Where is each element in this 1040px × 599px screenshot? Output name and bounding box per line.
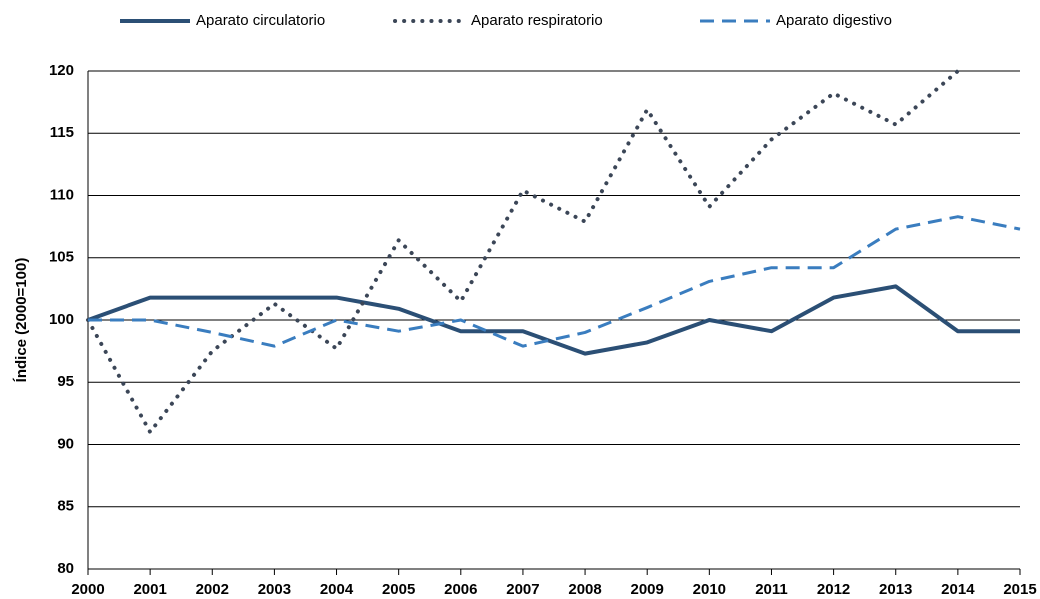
y-axis-label: Índice (2000=100) [13, 258, 30, 383]
x-tick-label: 2010 [693, 581, 726, 598]
y-tick-label: 105 [49, 249, 74, 266]
legend-label: Aparato digestivo [776, 12, 892, 29]
x-tick-label: 2014 [941, 581, 975, 598]
x-tick-label: 2008 [568, 581, 601, 598]
x-tick-label: 2001 [133, 581, 166, 598]
series-line [86, 69, 960, 435]
x-tick-label: 2003 [258, 581, 291, 598]
y-tick-label: 85 [57, 498, 74, 515]
x-tick-label: 2011 [755, 581, 788, 598]
x-tick-label: 2013 [879, 581, 912, 598]
x-tick-label: 2002 [196, 581, 229, 598]
series-line [87, 284, 1020, 356]
x-tick-label: 2015 [1003, 581, 1036, 598]
x-tick-label: 2007 [506, 581, 539, 598]
series-line [88, 215, 1021, 348]
y-tick-label: 80 [57, 560, 74, 577]
y-tick-label: 110 [50, 186, 74, 203]
legend-label: Aparato circulatorio [196, 12, 325, 29]
x-tick-label: 2006 [444, 581, 477, 598]
y-tick-label: 90 [57, 435, 74, 452]
x-tick-label: 2012 [817, 581, 850, 598]
y-tick-label: 95 [57, 373, 74, 390]
x-tick-label: 2000 [71, 581, 104, 598]
y-tick-label: 100 [49, 311, 74, 328]
x-tick-label: 2004 [320, 581, 354, 598]
y-tick-label: 115 [50, 124, 74, 141]
x-tick-label: 2005 [382, 581, 415, 598]
legend-label: Aparato respiratorio [471, 12, 603, 29]
y-tick-label: 120 [49, 62, 74, 79]
x-tick-label: 2009 [631, 581, 664, 598]
